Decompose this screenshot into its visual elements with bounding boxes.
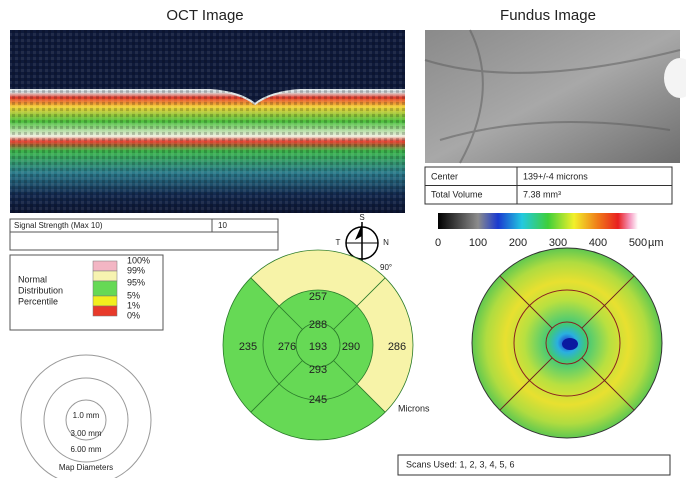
fundus-table: Center 139+/-4 microns Total Volume 7.38… <box>425 167 672 204</box>
legend-title: Distribution <box>18 285 63 295</box>
fundus-title: Fundus Image <box>500 7 596 24</box>
legend-level: 95% <box>127 277 145 287</box>
compass-label: S <box>359 213 364 222</box>
scans-box: Scans Used: 1, 2, 3, 4, 5, 6 <box>398 455 670 475</box>
color-scale: µm 0 100 200 300 400 500 <box>435 213 664 249</box>
legend-title: Normal <box>18 274 47 284</box>
thickness-value: 245 <box>309 394 327 406</box>
table-cell: Center <box>431 171 458 181</box>
fundus-image <box>425 30 686 163</box>
compass-angle: 90° <box>380 263 392 272</box>
color-map <box>472 248 662 438</box>
oct-title: OCT Image <box>166 7 243 24</box>
diameter-label: 1.0 mm <box>73 411 100 420</box>
scale-tick-label: 200 <box>509 237 527 249</box>
thickness-unit: Microns <box>398 403 430 413</box>
report: OCT Image Fundus Image Center 139+/-4 mi… <box>0 0 686 478</box>
thickness-value: 286 <box>388 341 406 353</box>
legend-title: Percentile <box>18 296 58 306</box>
diameter-label: 3.00 mm <box>70 429 101 438</box>
oct-image <box>10 30 405 213</box>
table-cell: Total Volume <box>431 189 483 199</box>
thickness-value: 288 <box>309 319 327 331</box>
signal-label: Signal Strength (Max 10) <box>14 221 103 230</box>
map-diameters: 1.0 mm 3.00 mm 6.00 mm Map Diameters <box>21 355 151 478</box>
thickness-value: 193 <box>309 341 327 353</box>
diameter-title: Map Diameters <box>59 463 113 472</box>
legend-level: 99% <box>127 265 145 275</box>
legend-level: 100% <box>127 255 150 265</box>
compass-label: T <box>336 238 341 247</box>
legend-level: 1% <box>127 300 140 310</box>
scale-tick-label: 0 <box>435 237 441 249</box>
thickness-value: 293 <box>309 364 327 376</box>
signal-box: Signal Strength (Max 10) 10 <box>10 219 278 250</box>
scale-unit: µm <box>648 237 664 249</box>
legend-level: 5% <box>127 290 140 300</box>
scale-tick-label: 100 <box>469 237 487 249</box>
scans-used: Scans Used: 1, 2, 3, 4, 5, 6 <box>406 459 515 469</box>
thickness-value: 235 <box>239 341 257 353</box>
thickness-value: 276 <box>278 341 296 353</box>
thickness-value: 257 <box>309 291 327 303</box>
legend: Normal Distribution Percentile 100% 99% … <box>10 255 163 330</box>
compass-label: N <box>383 238 389 247</box>
diameter-label: 6.00 mm <box>70 445 101 454</box>
scale-tick-label: 500 <box>629 237 647 249</box>
signal-value: 10 <box>218 221 227 230</box>
scale-tick-label: 400 <box>589 237 607 249</box>
table-cell: 139+/-4 microns <box>523 171 588 181</box>
thickness-map: 257 288 235 276 193 290 286 293 245 Micr… <box>223 250 430 440</box>
legend-level: 0% <box>127 310 140 320</box>
thickness-value: 290 <box>342 341 360 353</box>
scale-tick-label: 300 <box>549 237 567 249</box>
table-cell: 7.38 mm³ <box>523 189 561 199</box>
